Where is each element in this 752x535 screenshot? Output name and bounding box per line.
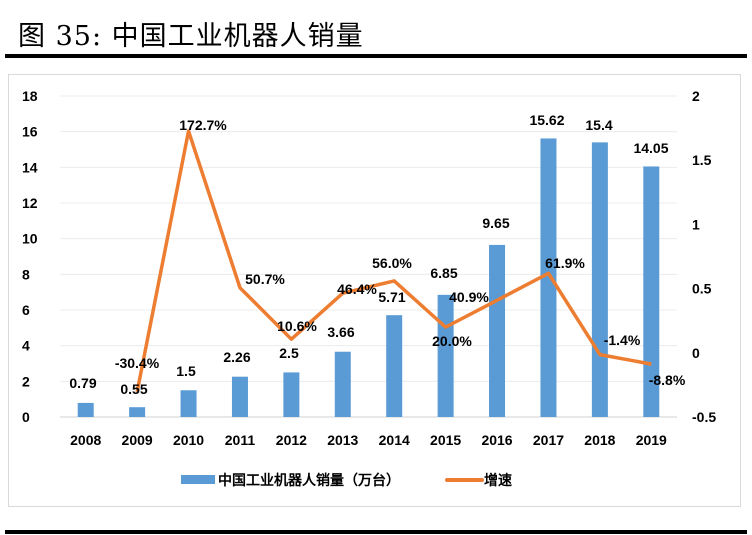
- line-data-label: 61.9%: [545, 255, 585, 271]
- line-data-label: -8.8%: [649, 372, 686, 388]
- line-data-label: -1.4%: [604, 332, 641, 348]
- bar-data-label: 0.79: [69, 375, 96, 391]
- right-tick-label: -0.5: [692, 409, 716, 425]
- left-tick-label: 2: [22, 373, 30, 389]
- left-tick-label: 10: [22, 231, 38, 247]
- bar-data-label: 15.4: [585, 117, 612, 133]
- left-tick-label: 6: [22, 302, 30, 318]
- bar: [180, 390, 197, 417]
- x-tick-label: 2010: [173, 432, 204, 448]
- left-tick-label: 8: [22, 266, 30, 282]
- bar: [129, 407, 146, 417]
- bar: [334, 351, 351, 417]
- left-tick-label: 14: [22, 159, 38, 175]
- figure-title: 图 35: 中国工业机器人销量: [18, 21, 364, 52]
- x-tick-label: 2019: [636, 432, 667, 448]
- x-tick-label: 2018: [584, 432, 615, 448]
- bar-data-label: 2.26: [223, 349, 250, 365]
- bar: [643, 166, 660, 417]
- bar: [591, 142, 608, 417]
- bar-data-label: 15.62: [529, 112, 564, 128]
- line-data-label: 56.0%: [372, 255, 412, 271]
- x-tick-label: 2009: [122, 432, 153, 448]
- line-data-label: 20.0%: [432, 333, 472, 349]
- right-tick-label: 1: [692, 216, 700, 232]
- right-tick-label: 1.5: [692, 152, 712, 168]
- left-tick-label: 16: [22, 124, 38, 140]
- line-data-label: 46.4%: [337, 281, 377, 297]
- line-data-label: 10.6%: [277, 318, 317, 334]
- line-data-label: -30.4%: [115, 355, 160, 371]
- legend-line-label: 增速: [484, 472, 512, 488]
- bar-data-label: 0.55: [120, 381, 147, 397]
- bar: [540, 138, 557, 417]
- left-tick-label: 12: [22, 195, 38, 211]
- bar-data-label: 9.65: [482, 215, 509, 231]
- line-data-label: 172.7%: [179, 117, 227, 133]
- bar-data-label: 1.5: [176, 363, 196, 379]
- chart-frame: [8, 74, 741, 507]
- bar: [77, 402, 94, 417]
- left-tick-label: 0: [22, 409, 30, 425]
- bar: [231, 376, 248, 417]
- bar: [437, 294, 454, 417]
- x-tick-label: 2017: [533, 432, 564, 448]
- x-tick-label: 2011: [225, 432, 256, 448]
- bar: [489, 244, 506, 417]
- x-tick-label: 2013: [327, 432, 358, 448]
- x-tick-label: 2016: [481, 432, 512, 448]
- right-tick-label: 0: [692, 345, 700, 361]
- legend-bar-label: 中国工业机器人销量（万台）: [218, 472, 400, 488]
- bar-data-label: 6.85: [430, 265, 457, 281]
- x-tick-label: 2015: [430, 432, 461, 448]
- bottom-rule: [5, 530, 747, 534]
- x-tick-label: 2008: [70, 432, 101, 448]
- bar: [386, 315, 403, 417]
- right-tick-label: 0.5: [692, 281, 712, 297]
- bar-data-label: 3.66: [327, 324, 354, 340]
- growth-line: [135, 129, 652, 393]
- bar: [283, 372, 300, 417]
- line-data-label: 50.7%: [245, 271, 285, 287]
- bar-data-label: 14.05: [633, 140, 668, 156]
- bar-data-label: 5.71: [378, 289, 405, 305]
- left-tick-label: 18: [22, 88, 38, 104]
- legend-bar-swatch: [181, 475, 215, 484]
- title-rule: [5, 54, 747, 58]
- x-tick-label: 2014: [379, 432, 410, 448]
- line-data-label: 40.9%: [449, 289, 489, 305]
- bar-data-label: 2.5: [279, 345, 299, 361]
- left-tick-label: 4: [22, 338, 30, 354]
- right-tick-label: 2: [692, 88, 700, 104]
- x-tick-label: 2012: [276, 432, 307, 448]
